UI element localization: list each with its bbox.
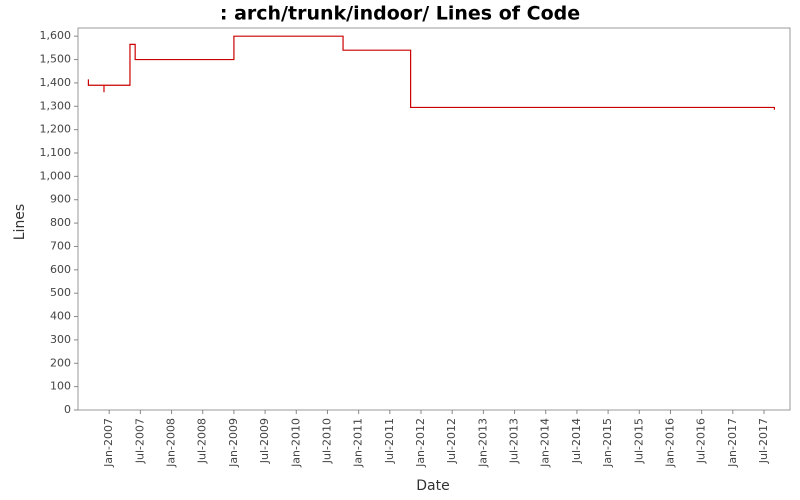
y-tick-label: 900 [50,193,71,206]
y-tick-label: 1,500 [40,53,72,66]
x-tick-label: Jan-2011 [352,418,365,468]
x-tick-label: Jan-2016 [663,418,676,468]
y-tick-label: 0 [64,403,71,416]
x-tick-label: Jul-2016 [695,418,708,464]
x-tick-label: Jul-2013 [508,418,521,464]
plot-area [77,27,791,411]
x-tick-label: Jan-2013 [476,418,489,468]
y-axis-label: Lines [12,204,28,240]
chart-title: : arch/trunk/indoor/ Lines of Code [220,3,580,25]
y-tick-label: 200 [50,356,71,369]
x-tick-label: Jan-2010 [289,418,302,468]
y-tick-label: 1,400 [40,76,72,89]
y-tick-label: 400 [50,310,71,323]
x-tick-label: Jan-2017 [726,418,739,468]
x-tick-label: Jul-2007 [133,418,146,464]
y-tick-label: 300 [50,333,71,346]
x-tick-label: Jan-2012 [414,418,427,468]
x-tick-label: Jul-2017 [757,418,770,464]
x-tick-label: Jan-2008 [165,418,178,468]
x-tick-label: Jan-2015 [601,418,614,468]
y-tick-label: 600 [50,263,71,276]
x-tick-label: Jul-2009 [258,418,271,464]
x-tick-label: Jan-2009 [227,418,240,468]
y-tick-label: 1,600 [40,29,72,42]
y-tick-label: 100 [50,380,71,393]
x-tick-label: Jul-2008 [196,418,209,464]
x-tick-label: Jul-2010 [320,418,333,464]
x-tick-label: Jul-2014 [570,418,583,464]
y-tick-label: 800 [50,216,71,229]
y-tick-label: 700 [50,239,71,252]
x-tick-label: Jan-2007 [102,418,115,468]
x-tick-label: Jan-2014 [539,418,552,468]
y-tick-label: 500 [50,286,71,299]
y-tick-label: 1,100 [40,146,72,159]
x-tick-label: Jul-2015 [632,418,645,464]
y-tick-label: 1,000 [40,169,72,182]
x-tick-label: Jul-2012 [445,418,458,464]
y-tick-label: 1,300 [40,99,72,112]
x-tick-label: Jul-2011 [383,418,396,464]
y-tick-label: 1,200 [40,123,72,136]
x-axis-label: Date [416,478,449,494]
data-line [87,35,776,110]
